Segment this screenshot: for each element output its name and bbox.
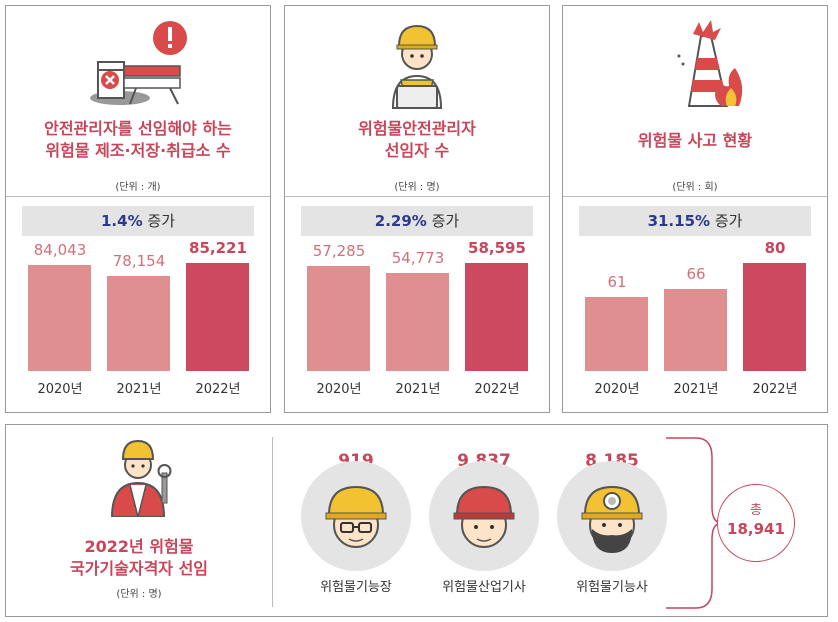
chart-title: 안전관리자를 선임해야 하는 위험물 제조·저장·취급소 수 bbox=[44, 119, 232, 160]
x-tick-label: 2022년 bbox=[474, 382, 520, 397]
divider-line bbox=[6, 196, 270, 197]
x-tick-label: 2020년 bbox=[316, 382, 362, 397]
bar-2021년 bbox=[386, 273, 449, 371]
bar-value-label: 85,221 bbox=[189, 239, 247, 257]
increase-banner: 31.15% 증가 bbox=[579, 206, 811, 236]
divider-line bbox=[563, 196, 827, 197]
cone-fire-icon bbox=[677, 20, 743, 107]
bar-value-label: 58,595 bbox=[468, 239, 526, 257]
qualification-label: 위험물기능장 bbox=[320, 580, 392, 595]
total-label: 총 bbox=[750, 503, 762, 518]
bar-value-label: 80 bbox=[764, 239, 786, 257]
divider-line bbox=[285, 196, 549, 197]
x-tick-label: 2020년 bbox=[37, 382, 83, 397]
increase-banner: 1.4% 증가 bbox=[22, 206, 254, 236]
bar-2021년 bbox=[664, 289, 727, 371]
bar-2020년 bbox=[585, 297, 648, 371]
unit-label: (단위 : 명) bbox=[116, 589, 162, 600]
x-tick-label: 2022년 bbox=[195, 382, 241, 397]
increase-value: 2.29% bbox=[374, 212, 427, 230]
hardhat-glasses-face-icon bbox=[325, 485, 387, 548]
total-value: 18,941 bbox=[727, 520, 785, 538]
chart-title: 위험물안전관리자 선임자 수 bbox=[358, 119, 476, 160]
red-hardhat-face-icon bbox=[453, 485, 515, 548]
unit-label: (단위 : 회) bbox=[672, 182, 718, 193]
qualification-circle bbox=[557, 461, 667, 571]
increase-value: 31.15% bbox=[647, 212, 711, 230]
bar-value-label: 61 bbox=[607, 273, 627, 291]
bar-2021년 bbox=[107, 276, 170, 371]
x-tick-label: 2021년 bbox=[395, 382, 441, 397]
qualification-label: 위험물산업기사 bbox=[442, 580, 526, 595]
bar-2022년 bbox=[186, 263, 249, 371]
bar-2022년 bbox=[465, 263, 528, 371]
panel-qualifications: 2022년 위험물 국가기술자격자 선임 (단위 : 명) 919 위험물기능장… bbox=[5, 424, 828, 617]
unit-label: (단위 : 개) bbox=[115, 182, 161, 193]
barricade-warning-icon bbox=[90, 21, 187, 105]
bar-2020년 bbox=[307, 266, 370, 371]
section-divider bbox=[272, 437, 273, 607]
worker-tablet-icon bbox=[391, 24, 443, 109]
total-circle: 총 18,941 bbox=[717, 484, 795, 562]
increase-word: 증가 bbox=[147, 212, 175, 230]
qualification-label: 위험물기능사 bbox=[576, 580, 648, 595]
headlamp-beard-face-icon bbox=[581, 485, 643, 553]
unit-label: (단위 : 명) bbox=[394, 182, 440, 193]
panel-accidents: 위험물 사고 현황 (단위 : 회) 31.15% 증가 61 2020년 66 20… bbox=[562, 5, 828, 413]
x-tick-label: 2020년 bbox=[594, 382, 640, 397]
bar-value-label: 66 bbox=[686, 265, 706, 283]
panel-facilities: 안전관리자를 선임해야 하는 위험물 제조·저장·취급소 수 (단위 : 개) … bbox=[5, 5, 271, 413]
bar-value-label: 54,773 bbox=[391, 249, 445, 267]
bar-value-label: 57,285 bbox=[312, 242, 366, 260]
increase-value: 1.4% bbox=[101, 212, 143, 230]
increase-word: 증가 bbox=[431, 212, 460, 230]
bar-2022년 bbox=[743, 263, 806, 371]
chart-title: 위험물 사고 현황 bbox=[637, 131, 753, 150]
x-tick-label: 2021년 bbox=[116, 382, 162, 397]
x-tick-label: 2021년 bbox=[673, 382, 719, 397]
qualification-circle bbox=[301, 461, 411, 571]
worker-vest-wrench-icon bbox=[110, 439, 172, 517]
panel-managers: 위험물안전관리자 선임자 수 (단위 : 명) 2.29% 증가 57,285 2… bbox=[284, 5, 550, 413]
increase-banner: 2.29% 증가 bbox=[301, 206, 533, 236]
bar-value-label: 78,154 bbox=[112, 252, 166, 270]
x-tick-label: 2022년 bbox=[752, 382, 798, 397]
qualification-circle bbox=[429, 461, 539, 571]
bar-value-label: 84,043 bbox=[33, 241, 87, 259]
bar-2020년 bbox=[28, 265, 91, 371]
increase-word: 증가 bbox=[714, 212, 743, 230]
chart-title: 2022년 위험물 국가기술자격자 선임 bbox=[69, 537, 209, 578]
